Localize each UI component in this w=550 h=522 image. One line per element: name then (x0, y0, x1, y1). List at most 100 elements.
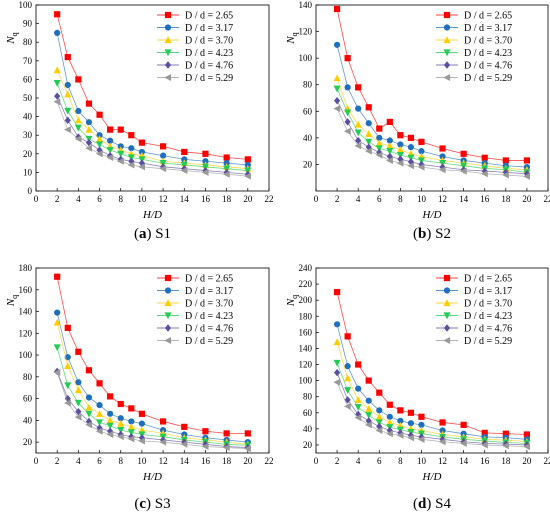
data-point (355, 84, 362, 91)
data-point (417, 163, 425, 171)
data-point (386, 156, 393, 164)
data-point (127, 435, 135, 443)
series-line-3 (336, 77, 527, 171)
data-point (333, 321, 341, 328)
data-point (223, 430, 230, 437)
legend-label: D / d = 5.29 (185, 73, 233, 84)
data-point (502, 171, 509, 179)
chart-panel-b: 0 2 4 6 8 10 12 14 16 18 20 22 20 40 60 80 100 120 140 H/D N… (285, 0, 550, 242)
data-point (117, 427, 125, 434)
x-tick-label: 14 (180, 456, 190, 466)
legend-marker (443, 337, 451, 344)
legend-marker (443, 61, 451, 69)
y-tick-label: 120 (19, 328, 33, 338)
panel-letter: a (139, 226, 147, 242)
data-point (365, 377, 372, 384)
y-tick-label: 50 (23, 93, 33, 103)
x-tick-label: 16 (480, 194, 490, 204)
data-point (375, 426, 383, 434)
data-point (75, 107, 82, 115)
data-point (223, 160, 230, 167)
x-tick-label: 20 (522, 194, 532, 204)
data-point (159, 418, 167, 425)
x-tick-label: 16 (480, 456, 490, 466)
plot-frame (315, 4, 549, 192)
data-point (365, 130, 373, 137)
legend-label: D / d = 4.76 (185, 324, 233, 335)
data-point (244, 161, 251, 169)
x-tick-label: 4 (356, 194, 361, 204)
data-point (85, 100, 93, 107)
data-point (181, 156, 188, 163)
y-tick-label: 90 (23, 19, 33, 29)
data-point (344, 333, 351, 340)
data-point (106, 422, 114, 430)
data-point (375, 139, 383, 147)
data-point (96, 402, 103, 409)
series-line-5 (56, 371, 248, 448)
data-point (127, 429, 135, 437)
x-tick-label: 8 (118, 194, 123, 204)
y-tick-label: 0 (28, 186, 33, 196)
data-point (181, 148, 188, 156)
data-point (74, 135, 82, 143)
x-tick-label: 22 (265, 194, 274, 204)
x-tick-label: 10 (417, 194, 427, 204)
x-tick-label: 18 (501, 456, 511, 466)
x-tick-label: 10 (417, 456, 427, 466)
series-line-6 (336, 382, 527, 447)
data-point (138, 148, 146, 156)
panel-name: ) S4 (426, 496, 451, 512)
x-tick-label: 6 (97, 456, 102, 466)
data-point (459, 439, 467, 447)
legend-label: D / d = 3.70 (464, 36, 512, 47)
legend-label: D / d = 3.17 (185, 23, 233, 34)
data-point (128, 418, 135, 425)
legend-marker (164, 11, 172, 19)
y-tick-label: 60 (23, 394, 33, 404)
data-point (459, 167, 467, 175)
legend-marker (443, 36, 451, 44)
data-point (117, 150, 125, 158)
data-point (333, 378, 341, 386)
data-point (355, 361, 362, 368)
chart-panel-d: 0 2 4 6 8 10 12 14 16 18 20 22 20 40 60 80 100 120 140 160 1… (285, 263, 550, 512)
data-point (344, 84, 351, 91)
y-axis-label-subscript: q (290, 32, 299, 36)
legend-marker (443, 274, 451, 282)
y-axis-label: Nq (285, 295, 299, 307)
data-point (523, 431, 531, 438)
data-point (222, 444, 230, 452)
y-tick-label: 100 (299, 376, 313, 386)
legend-label: D / d = 5.29 (464, 73, 512, 84)
legend-marker (164, 337, 172, 344)
x-tick-label: 6 (377, 194, 382, 204)
y-tick-label: 80 (303, 392, 313, 402)
legend-marker (164, 287, 172, 294)
x-tick-label: 16 (201, 456, 211, 466)
data-point (365, 138, 373, 146)
caption-paren: ( (134, 496, 139, 512)
y-tick-label: 60 (23, 74, 33, 84)
data-point (159, 438, 167, 446)
data-point (375, 413, 383, 420)
data-point (117, 157, 124, 165)
data-point (407, 162, 415, 170)
data-point (354, 142, 362, 150)
x-tick-label: 2 (55, 194, 60, 204)
data-point (407, 420, 415, 427)
y-tick-label: 160 (299, 327, 313, 337)
y-tick-label: 10 (23, 167, 33, 177)
data-point (481, 170, 488, 178)
data-point (365, 397, 372, 404)
data-point (523, 443, 531, 451)
data-point (138, 163, 146, 171)
data-point (481, 154, 488, 161)
panel-caption: (c) S3 (134, 496, 170, 512)
data-point (138, 420, 146, 427)
data-point (355, 136, 362, 145)
legend-marker (443, 11, 451, 19)
data-point (106, 416, 114, 424)
data-point (365, 405, 373, 412)
data-point (397, 155, 404, 163)
